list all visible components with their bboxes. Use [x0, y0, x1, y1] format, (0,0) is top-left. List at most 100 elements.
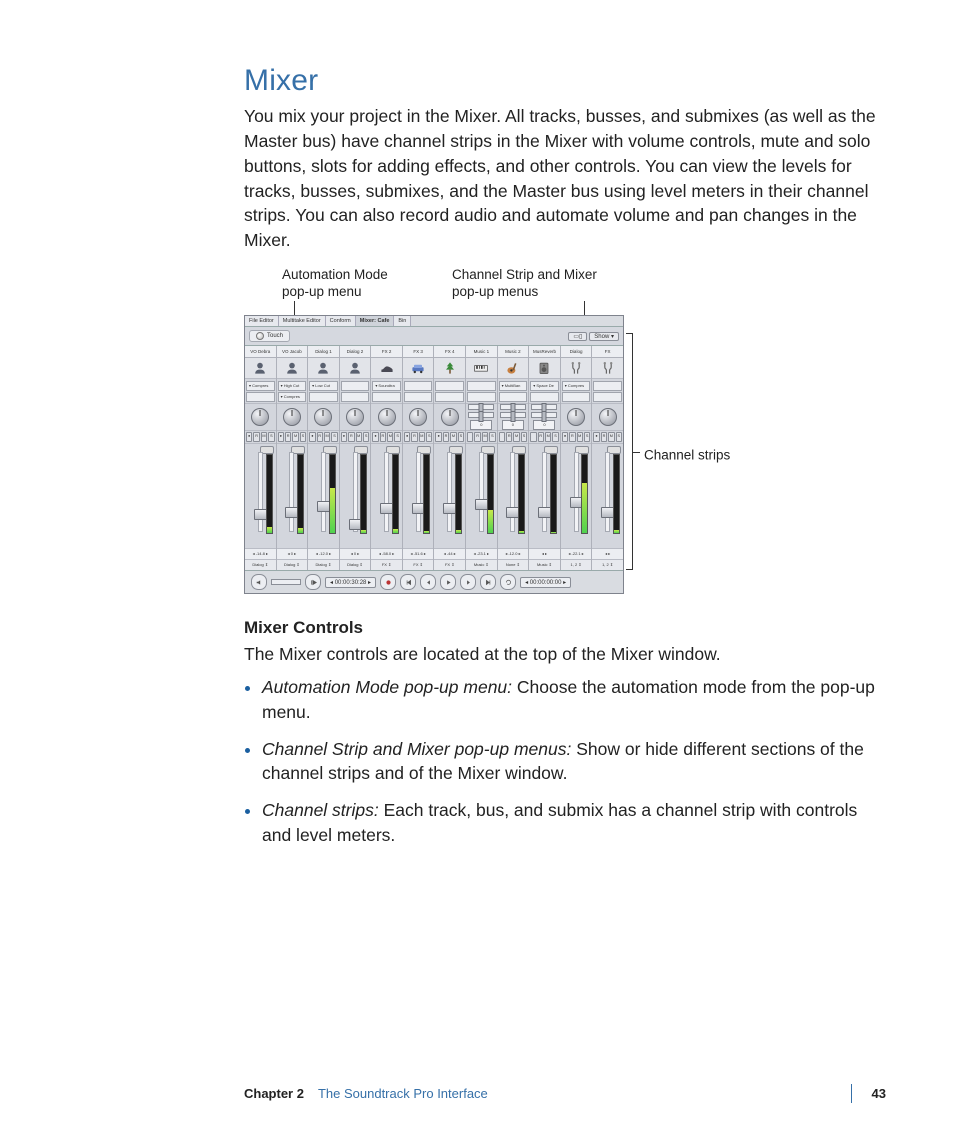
- fx-slot[interactable]: [467, 381, 496, 391]
- fader-track[interactable]: [510, 452, 515, 532]
- pan-slider[interactable]: [500, 412, 526, 418]
- solo-button[interactable]: S: [458, 432, 464, 442]
- fx-slot[interactable]: ▾ Compres: [246, 381, 275, 391]
- mute-button[interactable]: M: [545, 432, 551, 442]
- output-selector[interactable]: Dialog ⇕: [308, 560, 339, 570]
- fader-track[interactable]: [321, 452, 326, 532]
- mute-button[interactable]: M: [482, 432, 488, 442]
- solo-button[interactable]: S: [268, 432, 274, 442]
- read-button[interactable]: R: [348, 432, 354, 442]
- fx-slot[interactable]: [435, 381, 464, 391]
- output-selector[interactable]: 1, 2 ⇕: [561, 560, 592, 570]
- arm-button[interactable]: ●: [435, 432, 441, 442]
- ffwd-button[interactable]: [480, 574, 496, 590]
- mute-button[interactable]: M: [513, 432, 519, 442]
- solo-button[interactable]: S: [521, 432, 527, 442]
- read-button[interactable]: R: [506, 432, 512, 442]
- mute-button[interactable]: M: [450, 432, 456, 442]
- solo-button[interactable]: S: [394, 432, 400, 442]
- output-selector[interactable]: Music ⇕: [466, 560, 497, 570]
- fx-slot[interactable]: ▾ MultiBan: [499, 381, 528, 391]
- pan-knob[interactable]: [251, 408, 269, 426]
- solo-button[interactable]: S: [426, 432, 432, 442]
- solo-button[interactable]: S: [300, 432, 306, 442]
- pan-knob[interactable]: [599, 408, 617, 426]
- solo-button[interactable]: S: [331, 432, 337, 442]
- play-button[interactable]: [440, 574, 456, 590]
- solo-button[interactable]: S: [616, 432, 622, 442]
- fader-track[interactable]: [574, 452, 579, 532]
- read-button[interactable]: R: [285, 432, 291, 442]
- record-button[interactable]: [380, 574, 396, 590]
- fx-slot[interactable]: [593, 381, 622, 391]
- pan-knob[interactable]: [409, 408, 427, 426]
- automation-mode-menu[interactable]: Touch: [249, 330, 290, 342]
- show-menu[interactable]: Show ▾: [589, 332, 619, 341]
- fx-slot[interactable]: [341, 381, 370, 391]
- fx-slot[interactable]: ▾ Compres: [562, 381, 591, 391]
- pan-knob[interactable]: [314, 408, 332, 426]
- mixer-tab[interactable]: Bin: [394, 316, 411, 326]
- fader-track[interactable]: [289, 452, 294, 532]
- pan-knob[interactable]: [346, 408, 364, 426]
- fx-slot[interactable]: [530, 392, 559, 402]
- read-button[interactable]: R: [380, 432, 386, 442]
- output-selector[interactable]: FX ⇕: [371, 560, 402, 570]
- pan-knob[interactable]: [283, 408, 301, 426]
- arm-button[interactable]: ●: [372, 432, 378, 442]
- read-button[interactable]: R: [253, 432, 259, 442]
- fx-slot[interactable]: ▾ Compres: [278, 392, 307, 402]
- arm-button[interactable]: ●: [246, 432, 252, 442]
- read-button[interactable]: R: [443, 432, 449, 442]
- output-selector[interactable]: FX ⇕: [434, 560, 465, 570]
- fx-slot[interactable]: [499, 392, 528, 402]
- fx-slot[interactable]: ▾ Low Cut: [309, 381, 338, 391]
- arm-button[interactable]: ●: [278, 432, 284, 442]
- fx-slot[interactable]: [309, 392, 338, 402]
- pan-knob[interactable]: [441, 408, 459, 426]
- mute-button[interactable]: M: [261, 432, 267, 442]
- fader-track[interactable]: [258, 452, 263, 532]
- solo-button[interactable]: S: [363, 432, 369, 442]
- solo-button[interactable]: S: [584, 432, 590, 442]
- solo-button[interactable]: S: [489, 432, 495, 442]
- mute-button[interactable]: M: [356, 432, 362, 442]
- fx-slot[interactable]: [467, 392, 496, 402]
- fader-track[interactable]: [479, 452, 484, 532]
- arm-button[interactable]: ●: [593, 432, 599, 442]
- fader-track[interactable]: [416, 452, 421, 532]
- volume-slider[interactable]: [271, 579, 301, 585]
- pan-slider[interactable]: [531, 412, 557, 418]
- loop-button[interactable]: [500, 574, 516, 590]
- mute-button[interactable]: M: [292, 432, 298, 442]
- mute-button[interactable]: M: [608, 432, 614, 442]
- arm-button[interactable]: ●: [404, 432, 410, 442]
- mute-button[interactable]: M: [419, 432, 425, 442]
- output-selector[interactable]: 1, 2 ⇕: [592, 560, 623, 570]
- output-selector[interactable]: Music ⇕: [529, 560, 560, 570]
- fx-slot[interactable]: [562, 392, 591, 402]
- strip-view-menu[interactable]: ▭▯: [568, 332, 587, 341]
- arm-button[interactable]: ●: [309, 432, 315, 442]
- fx-slot[interactable]: [435, 392, 464, 402]
- fx-slot[interactable]: [246, 392, 275, 402]
- fader-track[interactable]: [353, 452, 358, 532]
- read-button[interactable]: R: [569, 432, 575, 442]
- play-from-start-button[interactable]: [305, 574, 321, 590]
- pan-slider[interactable]: [500, 404, 526, 410]
- fx-slot[interactable]: [404, 381, 433, 391]
- solo-button[interactable]: S: [552, 432, 558, 442]
- mute-button[interactable]: M: [324, 432, 330, 442]
- fx-slot[interactable]: ▾ High Cut: [278, 381, 307, 391]
- pan-knob[interactable]: [567, 408, 585, 426]
- fx-slot[interactable]: [593, 392, 622, 402]
- read-button[interactable]: R: [317, 432, 323, 442]
- fx-slot[interactable]: [404, 392, 433, 402]
- arm-button[interactable]: ●: [341, 432, 347, 442]
- fx-slot[interactable]: [372, 392, 401, 402]
- fx-slot[interactable]: ▾ Space De: [530, 381, 559, 391]
- pan-slider[interactable]: [468, 412, 494, 418]
- pan-knob[interactable]: [378, 408, 396, 426]
- speaker-icon[interactable]: [251, 574, 267, 590]
- arm-button[interactable]: ●: [562, 432, 568, 442]
